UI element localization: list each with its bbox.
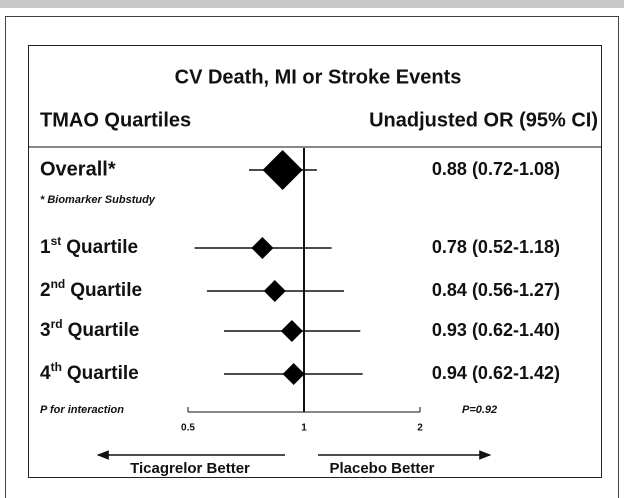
left-header: TMAO Quartiles [40, 109, 191, 131]
overall-value-label: 0.88 (0.72-1.08) [432, 159, 560, 179]
overall-label: Overall* [40, 158, 116, 180]
title: CV Death, MI or Stroke Events [175, 66, 462, 88]
estimate-diamond [263, 280, 286, 302]
row-label: 4th Quartile [40, 360, 139, 384]
row-value-label: 0.84 (0.56-1.27) [432, 280, 560, 300]
right-arrow-label: Placebo Better [329, 460, 434, 477]
outer-frame [5, 16, 619, 498]
x-tick-label: 2 [417, 423, 423, 434]
interaction-label: P for interaction [40, 404, 124, 416]
x-tick-label: 0.5 [181, 423, 195, 434]
row-ordinal: 2 [40, 280, 51, 301]
top-bar [0, 0, 624, 8]
row-label-text: Quartile [67, 363, 139, 384]
row-ordinal: 1 [40, 237, 51, 258]
row-label: 3rd Quartile [40, 317, 139, 341]
left-arrow-label: Ticagrelor Better [130, 460, 250, 477]
row-suffix: nd [51, 277, 66, 291]
estimate-diamond [282, 363, 305, 385]
row-suffix: th [51, 360, 62, 374]
right-header: Unadjusted OR (95% CI) [369, 109, 598, 131]
row-suffix: rd [51, 317, 63, 331]
row-value-label: 0.93 (0.62-1.40) [432, 320, 560, 340]
row-ordinal: 4 [40, 363, 51, 384]
interaction-value: P=0.92 [462, 404, 497, 416]
row-suffix: st [51, 234, 62, 248]
row-ordinal: 3 [40, 320, 51, 341]
row-label-text: Quartile [70, 280, 142, 301]
row-label: 2nd Quartile [40, 277, 142, 301]
footnote: * Biomarker Substudy [40, 194, 156, 206]
row-label-text: Quartile [68, 320, 140, 341]
row-value-label: 0.78 (0.52-1.18) [432, 237, 560, 257]
row-label: 1st Quartile [40, 234, 138, 258]
estimate-diamond [251, 237, 274, 259]
x-tick-label: 1 [301, 423, 307, 434]
row-value-label: 0.94 (0.62-1.42) [432, 363, 560, 383]
estimate-diamond [262, 150, 303, 190]
estimate-diamond [280, 320, 303, 342]
row-label-text: Quartile [66, 237, 138, 258]
inner-frame [28, 45, 602, 478]
